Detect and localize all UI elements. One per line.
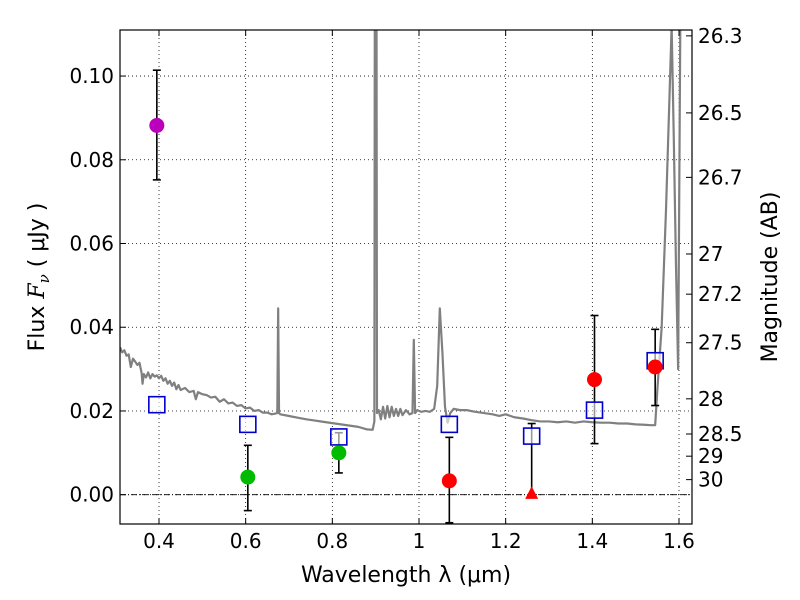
model-photometry-square — [440, 415, 459, 434]
y-axis-label-symbol: F — [25, 283, 50, 300]
plot-frame — [119, 29, 693, 525]
x-tick-label: 0.6 — [230, 529, 262, 553]
y-tick-label: 0.00 — [69, 483, 114, 507]
right-tick-label: 30 — [698, 468, 723, 492]
y-axis-label: Flux Fν ( μJy ) — [25, 203, 53, 352]
y-axis-label-subscript: ν — [35, 274, 53, 283]
right-tick-label: 26.5 — [698, 101, 743, 125]
right-tick-label: 27 — [698, 242, 723, 266]
right-tick-label: 27.5 — [698, 331, 743, 355]
x-tick-label: 0.8 — [316, 529, 348, 553]
y-tick-label: 0.04 — [69, 315, 114, 339]
model-photometry-square — [330, 428, 348, 446]
right-tick-label: 26.3 — [698, 24, 743, 48]
model-photometry-square — [522, 427, 541, 445]
observed-point — [587, 372, 602, 388]
plot-area — [120, 30, 692, 524]
upper-limit-triangle — [525, 486, 539, 499]
model-photometry-square — [585, 401, 604, 419]
observed-point — [441, 473, 457, 489]
observed-point — [240, 469, 256, 485]
x-tick-label: 1 — [413, 529, 426, 553]
axis-ticks: 0.4 0.6 0.8 1 1.2 1.4 1.6 0.00 0.02 0.04 0.06 0.08 0… — [69, 24, 742, 553]
y-tick-label: 0.08 — [69, 148, 114, 172]
y-tick-label: 0.06 — [69, 232, 114, 256]
observed-point — [331, 445, 347, 461]
y-axis-label-suffix: ( μJy ) — [25, 203, 50, 275]
observed-point — [647, 359, 663, 375]
right-tick-label: 28 — [698, 387, 723, 411]
observed-point — [149, 117, 165, 133]
x-tick-label: 1.6 — [663, 529, 695, 553]
model-spectrum-line — [120, 30, 682, 431]
x-axis-label: Wavelength λ (μm) — [301, 563, 511, 588]
right-tick-label: 26.7 — [698, 165, 743, 189]
x-tick-label: 1.2 — [490, 529, 522, 553]
x-tick-label: 0.4 — [143, 529, 175, 553]
right-axis-label: Magnitude (AB) — [758, 192, 783, 363]
y-axis-label-prefix: Flux — [25, 299, 50, 352]
right-tick-label: 28.5 — [698, 422, 743, 446]
right-tick-label: 27.2 — [698, 282, 743, 306]
right-tick-label: 29 — [698, 444, 723, 468]
model-photometry-square — [239, 415, 257, 434]
x-tick-label: 1.4 — [576, 529, 608, 553]
grid-lines — [120, 30, 692, 524]
y-tick-label: 0.02 — [69, 399, 114, 423]
model-photometry-square — [148, 395, 166, 414]
y-tick-label: 0.10 — [69, 64, 114, 88]
